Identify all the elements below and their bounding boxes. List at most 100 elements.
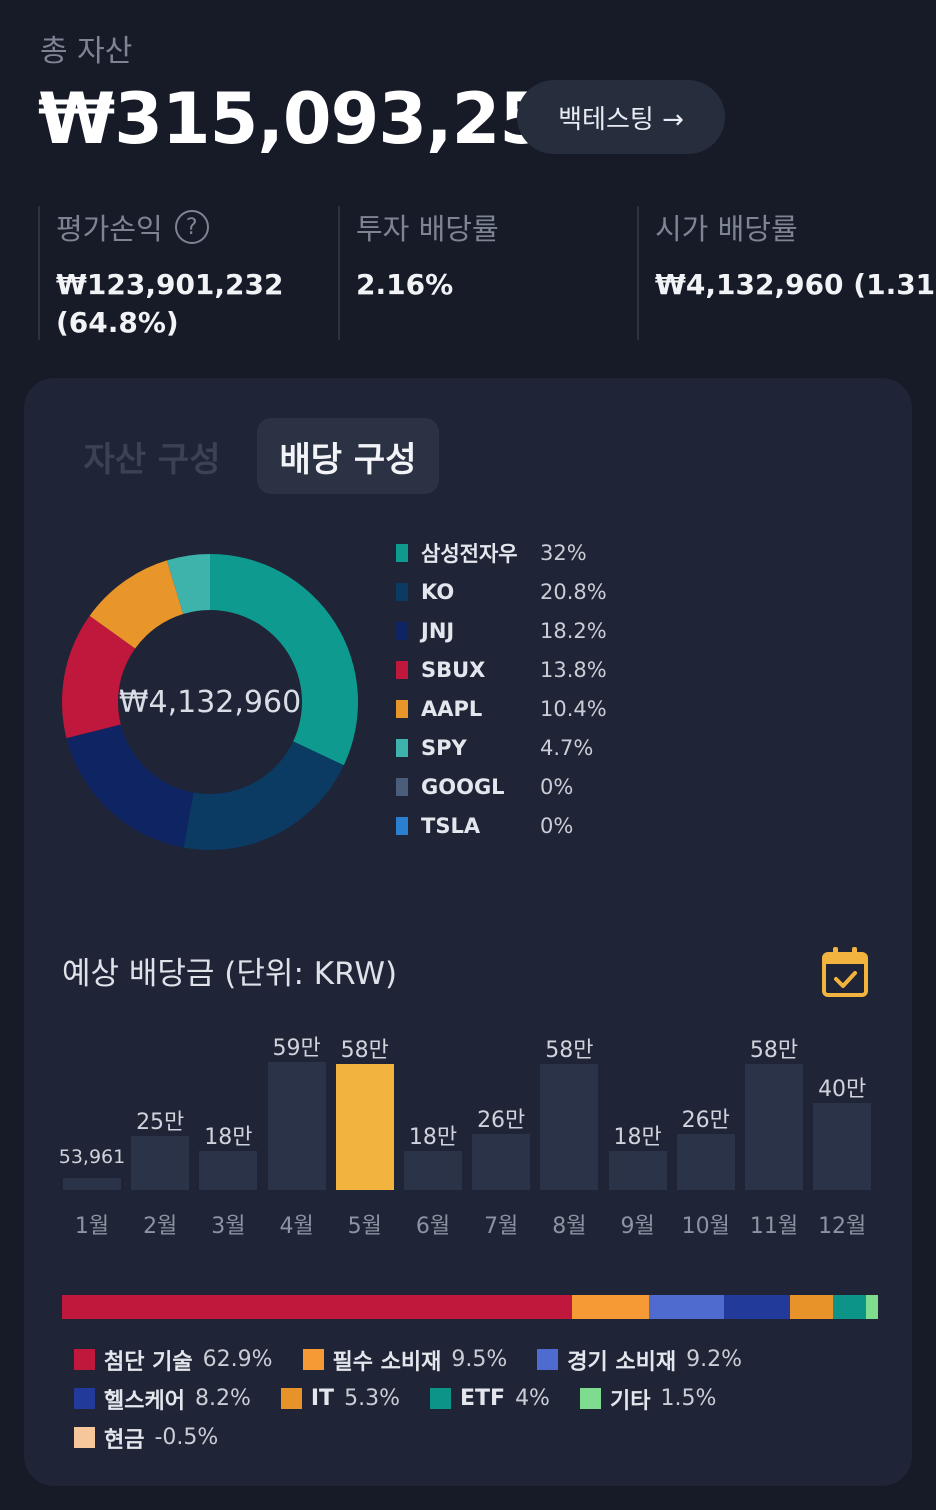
stat-gain-label: 평가손익 [56, 212, 163, 246]
legend-swatch [396, 738, 408, 757]
sector-legend-item: 현금 -0.5% [74, 1422, 218, 1454]
tab-asset-composition[interactable]: 자산 구성 [83, 439, 221, 480]
stat-market-yield-value: ₩4,132,960 (1.31%) [655, 268, 936, 301]
sector-percent: -0.5% [154, 1425, 219, 1450]
bar-value-label: 58만 [340, 1038, 389, 1064]
month-bar[interactable] [676, 1133, 735, 1190]
month-bar[interactable] [404, 1151, 462, 1190]
backtest-button[interactable]: 백테스팅 → [517, 80, 725, 154]
legend-name: JNJ [421, 618, 455, 643]
bar-value-label: 58만 [545, 1038, 594, 1064]
legend-item: JNJ 18.2% [396, 611, 656, 650]
stat-invest-yield: 투자 배당률 2.16% [338, 206, 499, 340]
bar-value-label: 26만 [681, 1107, 730, 1133]
month-label: 7월 [484, 1214, 519, 1239]
legend-swatch [396, 777, 408, 796]
legend-item: GOOGL 0% [396, 767, 656, 806]
sector-swatch [74, 1349, 95, 1370]
month-label: 8월 [552, 1214, 587, 1239]
month-bar[interactable] [745, 1064, 803, 1190]
sector-swatch [302, 1349, 324, 1370]
sector-percent: 9.5% [451, 1347, 508, 1372]
sector-legend-item: 기타 1.5% [579, 1383, 717, 1415]
tab-dividend-composition[interactable]: 배당 구성 [257, 418, 439, 494]
sector-segment [833, 1295, 866, 1319]
stat-invest-yield-label: 투자 배당률 [356, 212, 499, 246]
total-assets-value: ₩315,093,258 [38, 78, 596, 160]
donut-slice [183, 741, 344, 850]
dividend-donut-chart [62, 554, 358, 850]
legend-swatch [396, 543, 408, 562]
legend-swatch [396, 699, 408, 718]
legend-name: GOOGL [421, 774, 505, 799]
stat-market-yield: 시가 배당률 ₩4,132,960 (1.31%) [637, 206, 936, 340]
donut-slice [66, 724, 194, 848]
legend-name: AAPL [421, 696, 483, 721]
bar-value-label: 53,961 [58, 1146, 126, 1169]
sector-segment [572, 1295, 650, 1319]
sector-swatch [74, 1427, 95, 1448]
sector-percent: 8.2% [194, 1386, 251, 1411]
legend-swatch [396, 660, 408, 679]
sector-stacked-bar [62, 1295, 878, 1319]
help-icon[interactable]: ? [174, 210, 209, 244]
sector-swatch [537, 1349, 559, 1370]
month-bar[interactable] [472, 1133, 531, 1190]
month-label: 3월 [211, 1214, 246, 1239]
sector-percent: 9.2% [686, 1347, 743, 1372]
composition-card: 자산 구성 배당 구성 ₩4,132,960 삼성전자우 32% KO 20.8% JN… [24, 378, 912, 1486]
month-bar[interactable] [131, 1135, 190, 1190]
month-bar[interactable] [63, 1178, 121, 1190]
sector-legend-item: 경기 소비재 9.2% [537, 1344, 742, 1376]
month-bar[interactable] [267, 1062, 326, 1190]
legend-swatch [396, 621, 408, 640]
sector-legend-row: 헬스케어 8.2% IT 5.3% ETF 4% 기타 1.5% [74, 1379, 874, 1418]
sector-legend-item: 첨단 기술 62.9% [74, 1344, 273, 1376]
sector-name: 필수 소비재 [332, 1349, 442, 1375]
sector-name: IT [310, 1386, 335, 1411]
sector-percent: 62.9% [202, 1347, 273, 1372]
bar-value-label: 18만 [204, 1125, 253, 1150]
legend-item: AAPL 10.4% [396, 689, 656, 728]
legend-item: TSLA 0% [396, 806, 656, 845]
legend-swatch [396, 816, 408, 835]
month-bar[interactable] [608, 1151, 667, 1190]
sector-segment [723, 1295, 791, 1319]
total-assets-label: 총 자산 [40, 34, 133, 69]
sector-name: 경기 소비재 [567, 1349, 677, 1375]
sector-legend-item: IT 5.3% [280, 1386, 400, 1411]
stat-unrealized-gain: 평가손익 ? ₩123,901,232 (64.8%) [38, 206, 284, 340]
bar-value-label: 40만 [818, 1077, 867, 1103]
legend-name: 삼성전자우 [421, 541, 518, 566]
month-bar[interactable] [335, 1064, 394, 1190]
calendar-check-icon[interactable] [822, 946, 868, 998]
month-label: 5월 [347, 1214, 382, 1239]
legend-percent: 10.4% [540, 696, 607, 721]
dividend-legend: 삼성전자우 32% KO 20.8% JNJ 18.2% SBUX 13.8% AAPL 10.4… [396, 533, 656, 845]
legend-item: SPY 4.7% [396, 728, 656, 767]
bar-value-label: 59만 [272, 1036, 321, 1062]
legend-name: SPY [421, 735, 467, 760]
sector-percent: 4% [515, 1386, 550, 1411]
stat-invest-yield-value: 2.16% [356, 268, 454, 301]
month-bar[interactable] [540, 1064, 599, 1190]
month-label: 10월 [681, 1214, 730, 1239]
sector-swatch [280, 1388, 302, 1409]
legend-name: TSLA [421, 813, 481, 838]
sector-percent: 1.5% [660, 1386, 717, 1411]
sector-legend-row: 첨단 기술 62.9% 필수 소비재 9.5% 경기 소비재 9.2% [74, 1340, 874, 1379]
sector-segment [790, 1295, 834, 1319]
donut-slice [62, 615, 136, 739]
sector-swatch [579, 1388, 601, 1409]
stat-gain-label-row: 평가손익 ? [56, 206, 284, 248]
legend-name: SBUX [421, 657, 486, 682]
sector-legend: 첨단 기술 62.9% 필수 소비재 9.5% 경기 소비재 9.2% 헬스케어 8.2% IT… [74, 1340, 874, 1457]
legend-item: 삼성전자우 32% [396, 533, 656, 572]
donut-slice [89, 560, 184, 649]
bar-value-label: 18만 [613, 1125, 662, 1150]
sector-segment [62, 1295, 573, 1319]
month-bar[interactable] [813, 1103, 872, 1190]
legend-percent: 0% [540, 813, 574, 838]
month-bar[interactable] [199, 1151, 258, 1190]
stat-gain-percent: (64.8%) [56, 306, 179, 339]
